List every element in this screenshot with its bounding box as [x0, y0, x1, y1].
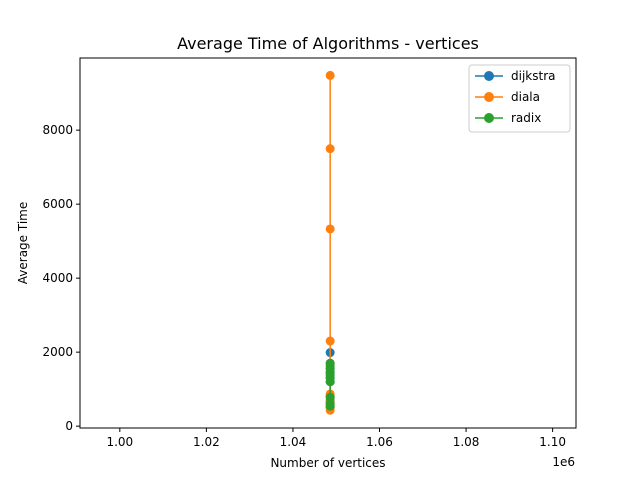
x-tick-label: 1.08: [453, 435, 480, 449]
x-tick-label: 1.02: [193, 435, 220, 449]
chart-title: Average Time of Algorithms - vertices: [177, 34, 479, 53]
legend: dijkstra diala radix: [468, 64, 571, 133]
x-tick-label: 1.00: [106, 435, 133, 449]
x-tick-label: 1.06: [366, 435, 393, 449]
data-point-diala: [325, 144, 335, 154]
x-offset-label: 1e6: [552, 455, 575, 469]
y-tick-label: 4000: [42, 271, 73, 285]
legend-label-diala: diala: [511, 90, 540, 104]
y-tick-label: 6000: [42, 197, 73, 211]
y-ticks: 0 2000 4000 6000 8000: [42, 123, 80, 433]
series-layer: [325, 70, 335, 415]
y-axis-label: Average Time: [16, 202, 30, 284]
data-point-diala: [325, 224, 335, 234]
axes-frame: [79, 57, 577, 429]
data-point-radix: [325, 401, 335, 411]
y-tick-label: 0: [65, 419, 73, 433]
x-tick-label: 1.04: [280, 435, 307, 449]
y-tick-label: 8000: [42, 123, 73, 137]
data-point-diala: [325, 70, 335, 80]
legend-label-dijkstra: dijkstra: [511, 69, 555, 83]
data-point-diala: [325, 336, 335, 346]
legend-marker-dijkstra: [484, 71, 494, 81]
x-ticks: 1.00 1.02 1.04 1.06 1.08 1.10: [106, 428, 566, 449]
legend-entry-radix: radix: [475, 111, 541, 125]
series-radix: [325, 358, 335, 411]
data-point-radix: [325, 377, 335, 387]
legend-entry-dijkstra: dijkstra: [475, 69, 555, 83]
legend-box: [468, 64, 571, 133]
x-axis-label: Number of vertices: [270, 456, 385, 470]
legend-marker-radix: [484, 113, 494, 123]
legend-marker-diala: [484, 92, 494, 102]
legend-entry-diala: diala: [475, 90, 540, 104]
legend-label-radix: radix: [511, 111, 541, 125]
x-tick-label: 1.10: [539, 435, 566, 449]
y-tick-label: 2000: [42, 345, 73, 359]
